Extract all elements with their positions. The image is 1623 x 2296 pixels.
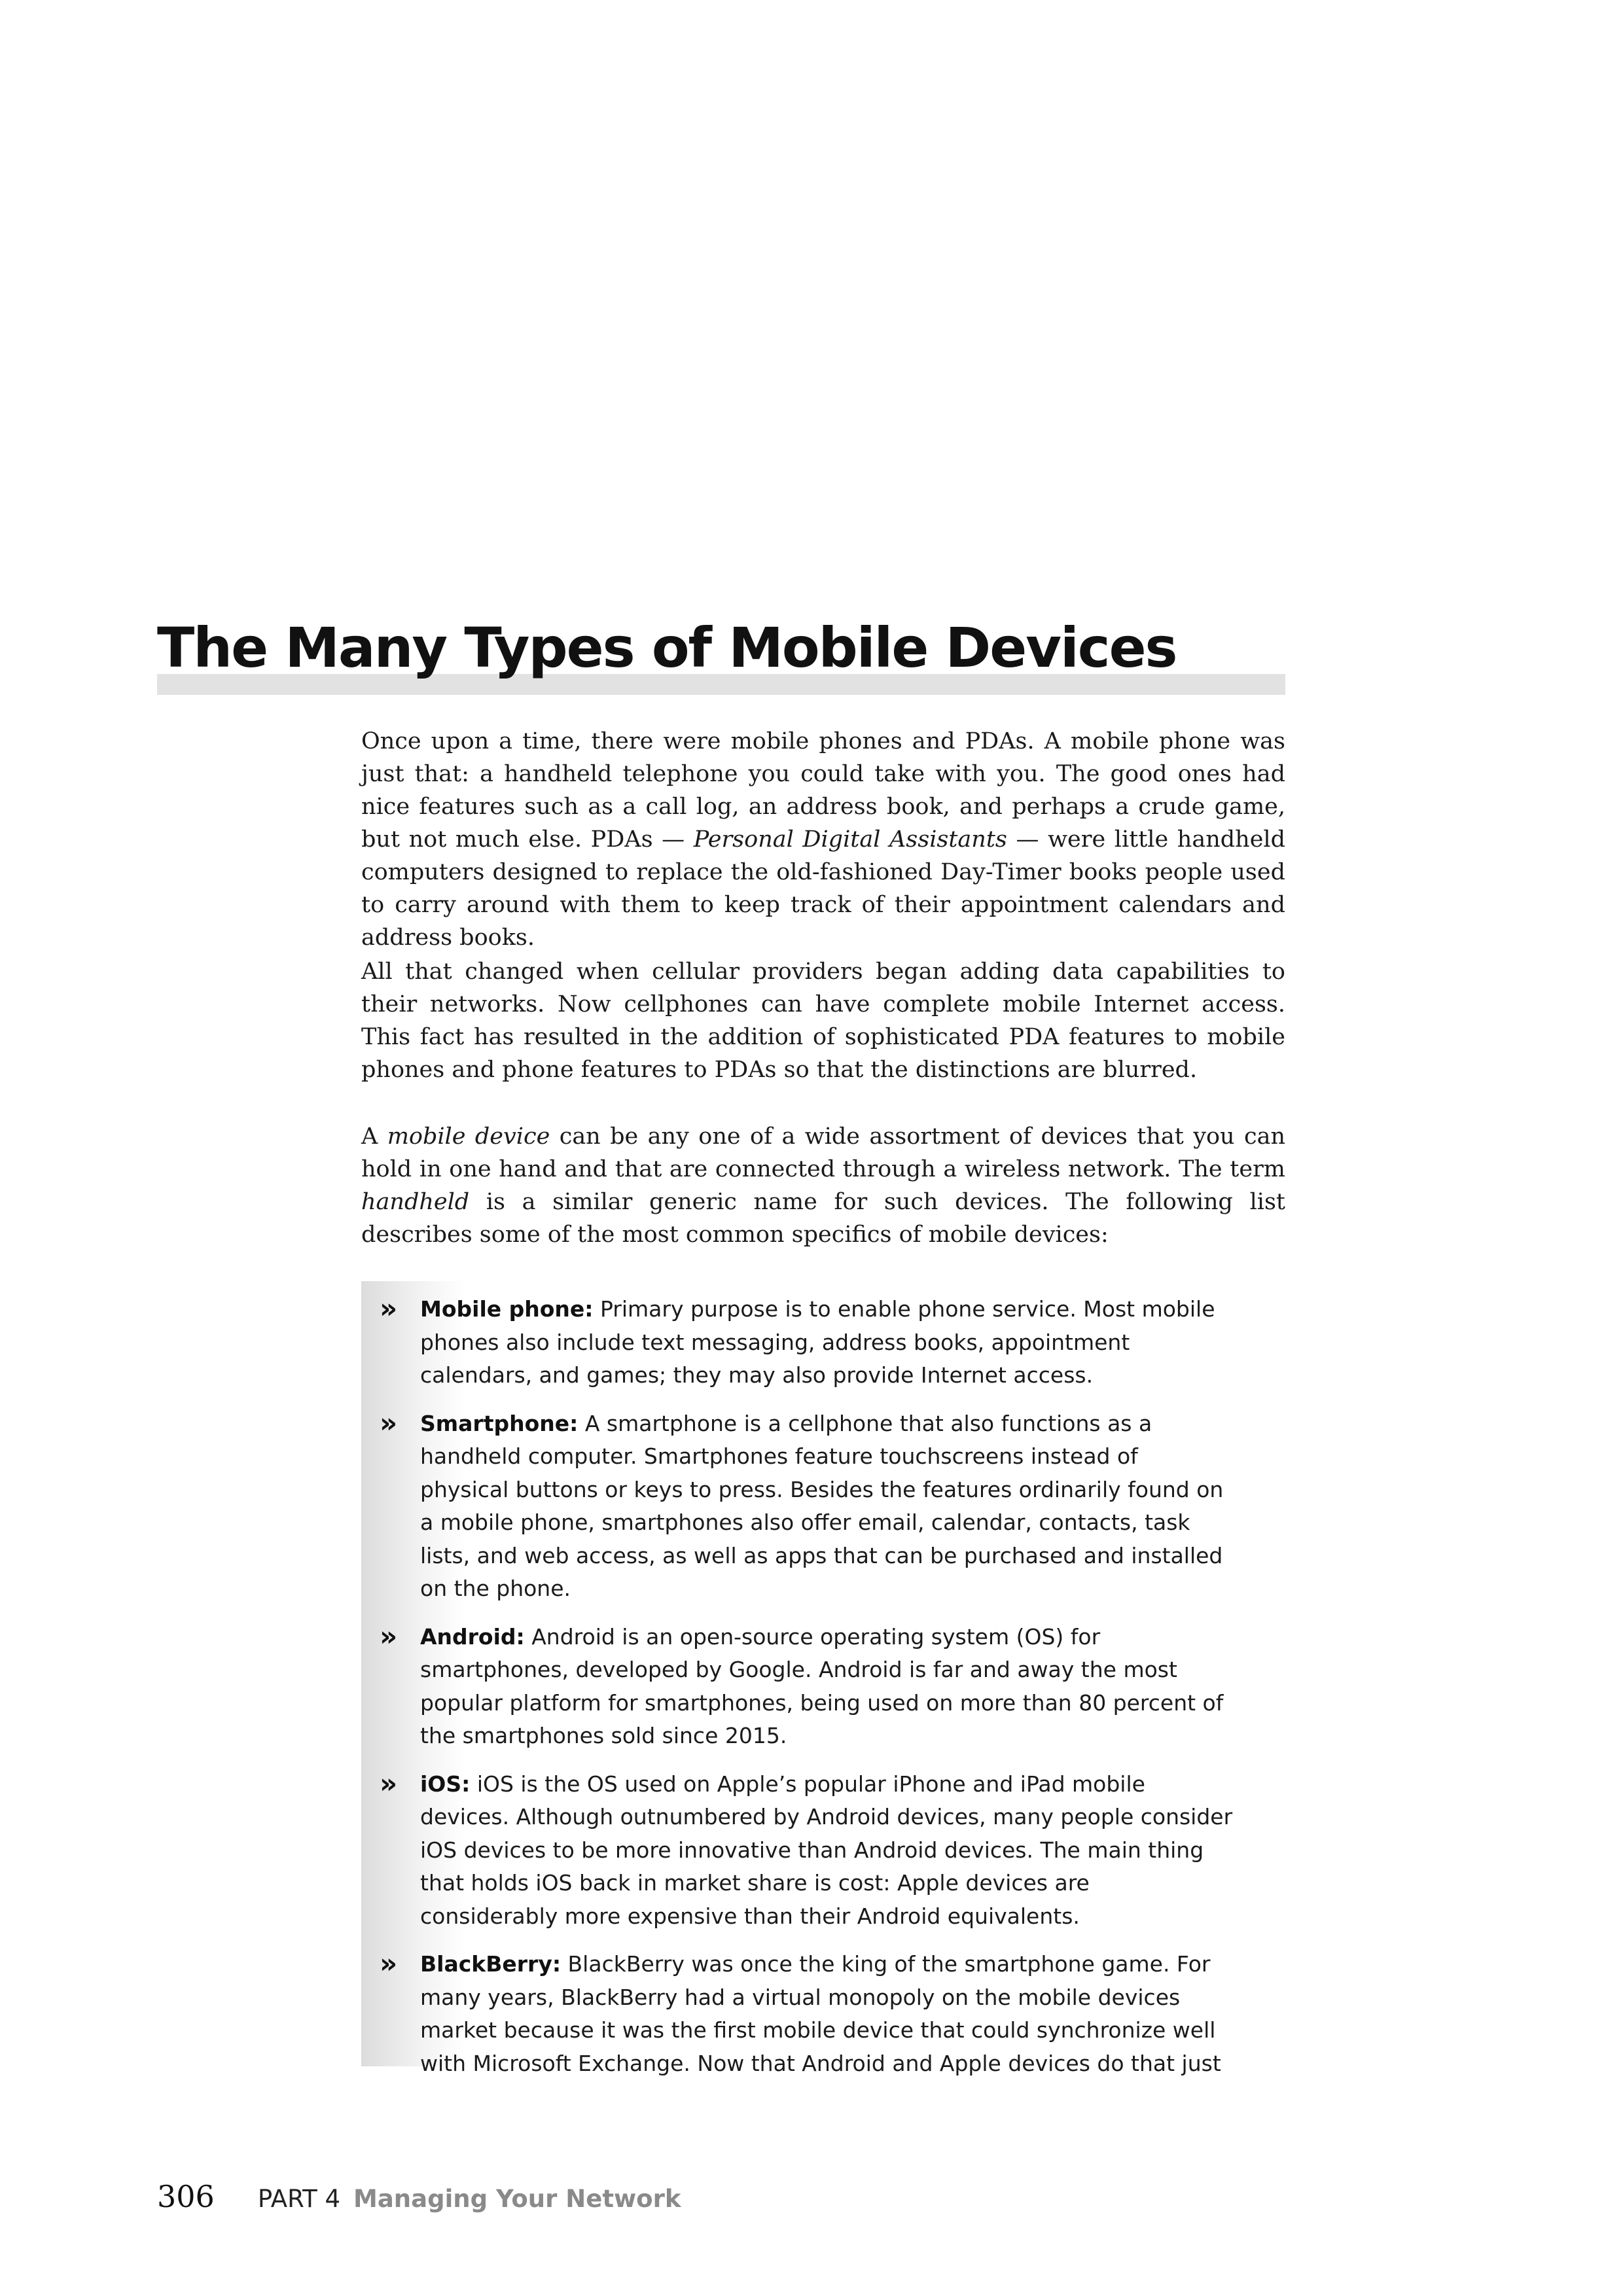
paragraph-text: Once upon a time, there were mobile phon… [361,728,1285,853]
double-chevron-bullet-icon: » [380,1767,398,1799]
paragraph-text: All that changed when cellular providers… [361,959,1285,1083]
double-chevron-bullet-icon: » [380,1947,398,1979]
paragraph-italic-term: handheld [361,1189,470,1215]
paragraph-text: can be any one of a wide assortment of d… [361,1123,1286,1182]
list-item: » BlackBerry: BlackBerry was once the ki… [361,1948,1285,2080]
page-number: 306 [157,2179,215,2214]
heading-underline-bar [157,674,1285,695]
list-item: » Android: Android is an open-source ope… [361,1619,1285,1753]
paragraph-intro: Once upon a time, there were mobile phon… [361,725,1285,954]
list-item-term: BlackBerry: [420,1951,562,1977]
double-chevron-bullet-icon: » [380,1406,398,1439]
list-item-term: iOS: [420,1771,471,1797]
list-item-term: Mobile phone: [420,1296,594,1322]
device-list-box: » Mobile phone: Primary purpose is to en… [361,1281,1285,2076]
paragraph-text: is a similar generic name for such devic… [361,1189,1285,1248]
list-item: » iOS: iOS is the OS used on Apple’s pop… [361,1767,1285,1934]
list-item: » Mobile phone: Primary purpose is to en… [361,1293,1285,1392]
paragraph-text: A [361,1123,387,1150]
double-chevron-bullet-icon: » [380,1619,398,1652]
list-item-term: Smartphone: [420,1410,579,1436]
paragraph-italic-term: mobile device [387,1123,550,1150]
list-item-text: Primary purpose is to enable phone servi… [420,1296,1215,1388]
list-item-text: A smartphone is a cellphone that also fu… [420,1410,1224,1602]
list-item: » Smartphone: A smartphone is a cellphon… [361,1407,1285,1606]
paragraph-definition: A mobile device can be any one of a wide… [361,1120,1285,1251]
paragraph-italic-term: Personal Digital Assistants [693,826,1007,853]
section-heading: The Many Types of Mobile Devices [157,616,1178,680]
part-title: Managing Your Network [353,2185,681,2213]
paragraph-change: All that changed when cellular providers… [361,955,1285,1086]
paragraph-text: — were little handheld computers designe… [361,826,1286,951]
list-item-text: BlackBerry was once the king of the smar… [420,1951,1221,2076]
page-footer: 306 PART 4 Managing Your Network [157,2179,681,2218]
list-item-text: iOS is the OS used on Apple’s popular iP… [420,1771,1233,1929]
part-label: PART 4 [257,2185,340,2213]
double-chevron-bullet-icon: » [380,1292,398,1324]
device-list: » Mobile phone: Primary purpose is to en… [361,1293,1285,2095]
list-item-text: Android is an open-source operating syst… [420,1623,1224,1749]
section-heading-block: The Many Types of Mobile Devices [157,609,1285,695]
list-item-term: Android: [420,1623,525,1650]
